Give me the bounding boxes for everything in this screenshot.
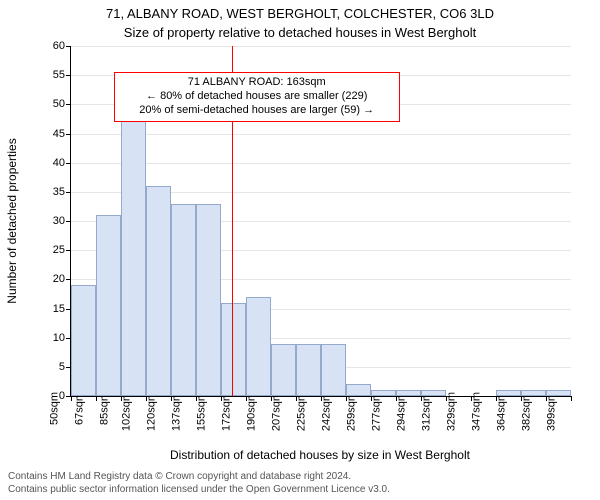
y-tick bbox=[66, 163, 71, 164]
footer-attribution: Contains HM Land Registry data © Crown c… bbox=[8, 471, 390, 496]
x-tick-label: 155sqm bbox=[195, 392, 207, 431]
x-tick-label: 225sqm bbox=[295, 392, 307, 431]
footer-line-1: Contains HM Land Registry data © Crown c… bbox=[8, 471, 390, 484]
x-axis-label: Distribution of detached houses by size … bbox=[70, 448, 570, 462]
x-tick-label: 364sqm bbox=[495, 392, 507, 431]
histogram-bar bbox=[546, 390, 571, 396]
x-tick bbox=[71, 396, 72, 401]
y-tick-label: 40 bbox=[41, 157, 65, 169]
plot-area: 05101520253035404550556050sqm67sqm85sqm1… bbox=[70, 46, 571, 397]
title-block: 71, ALBANY ROAD, WEST BERGHOLT, COLCHEST… bbox=[0, 6, 600, 42]
histogram-bar bbox=[396, 390, 421, 396]
y-tick-label: 50 bbox=[41, 98, 65, 110]
x-tick-label: 137sqm bbox=[170, 392, 182, 431]
y-tick bbox=[66, 46, 71, 47]
y-tick-label: 45 bbox=[41, 128, 65, 140]
x-tick-label: 399sqm bbox=[545, 392, 557, 431]
infobox-line: 71 ALBANY ROAD: 163sqm bbox=[121, 76, 393, 90]
y-tick bbox=[66, 134, 71, 135]
x-tick-label: 85sqm bbox=[98, 392, 110, 425]
chart-subtitle: Size of property relative to detached ho… bbox=[0, 25, 600, 42]
histogram-bar bbox=[346, 384, 371, 396]
histogram-bar bbox=[496, 390, 521, 396]
y-tick-label: 15 bbox=[41, 303, 65, 315]
histogram-bar bbox=[171, 204, 196, 397]
x-tick-label: 207sqm bbox=[270, 392, 282, 431]
y-tick-label: 55 bbox=[41, 69, 65, 81]
x-tick-label: 259sqm bbox=[345, 392, 357, 431]
reference-infobox: 71 ALBANY ROAD: 163sqm← 80% of detached … bbox=[114, 72, 400, 121]
x-tick-label: 102sqm bbox=[120, 392, 132, 431]
x-tick-label: 329sqm bbox=[445, 392, 457, 431]
x-tick bbox=[96, 396, 97, 401]
x-tick-label: 347sqm bbox=[470, 392, 482, 431]
x-tick-label: 294sqm bbox=[395, 392, 407, 431]
histogram-bar bbox=[521, 390, 546, 396]
x-tick-label: 120sqm bbox=[145, 392, 157, 431]
y-tick bbox=[66, 192, 71, 193]
histogram-bar bbox=[321, 344, 346, 397]
histogram-bar bbox=[246, 297, 271, 396]
histogram-bar bbox=[371, 390, 396, 396]
x-tick-label: 190sqm bbox=[245, 392, 257, 431]
histogram-bar bbox=[196, 204, 221, 397]
y-gridline bbox=[71, 46, 571, 47]
histogram-bar bbox=[146, 186, 171, 396]
y-tick-label: 35 bbox=[41, 186, 65, 198]
y-tick-label: 60 bbox=[41, 40, 65, 52]
y-tick-label: 20 bbox=[41, 273, 65, 285]
infobox-line: ← 80% of detached houses are smaller (22… bbox=[121, 90, 393, 104]
x-tick-label: 382sqm bbox=[520, 392, 532, 431]
x-tick-label: 242sqm bbox=[320, 392, 332, 431]
histogram-bar bbox=[421, 390, 446, 396]
histogram-bar bbox=[96, 215, 121, 396]
y-tick-label: 5 bbox=[41, 361, 65, 373]
histogram-bar bbox=[296, 344, 321, 397]
x-tick-label: 50sqm bbox=[48, 392, 60, 425]
histogram-bar bbox=[271, 344, 296, 397]
y-tick-label: 25 bbox=[41, 244, 65, 256]
x-tick-label: 312sqm bbox=[420, 392, 432, 431]
y-tick-label: 10 bbox=[41, 332, 65, 344]
y-gridline bbox=[71, 163, 571, 164]
y-tick bbox=[66, 221, 71, 222]
x-tick bbox=[571, 396, 572, 401]
x-tick-label: 172sqm bbox=[220, 392, 232, 431]
y-tick bbox=[66, 279, 71, 280]
histogram-bar bbox=[221, 303, 246, 396]
histogram-bar bbox=[121, 110, 146, 396]
y-tick bbox=[66, 104, 71, 105]
y-tick bbox=[66, 250, 71, 251]
y-tick-label: 30 bbox=[41, 215, 65, 227]
footer-line-2: Contains public sector information licen… bbox=[8, 484, 390, 497]
y-axis-label: Number of detached properties bbox=[5, 138, 19, 303]
infobox-line: 20% of semi-detached houses are larger (… bbox=[121, 104, 393, 118]
y-tick bbox=[66, 75, 71, 76]
y-gridline bbox=[71, 134, 571, 135]
chart-title: 71, ALBANY ROAD, WEST BERGHOLT, COLCHEST… bbox=[0, 6, 600, 23]
x-tick-label: 277sqm bbox=[370, 392, 382, 431]
chart-root: 71, ALBANY ROAD, WEST BERGHOLT, COLCHEST… bbox=[0, 0, 600, 500]
histogram-bar bbox=[71, 285, 96, 396]
x-tick-label: 67sqm bbox=[73, 392, 85, 425]
